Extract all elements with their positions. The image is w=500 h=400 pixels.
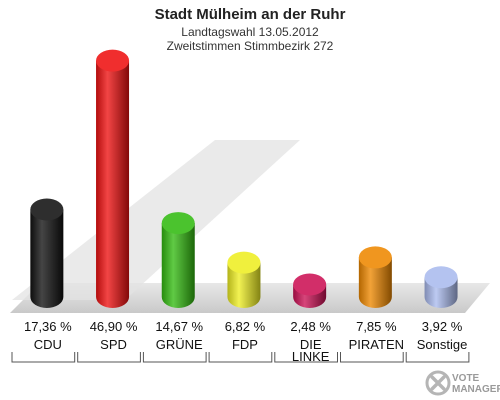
category-label: SPD (100, 337, 127, 352)
bar-piraten (358, 246, 392, 308)
category-label: Sonstige (417, 337, 468, 352)
category-bracket (274, 352, 338, 363)
bars (30, 49, 458, 309)
logo-text-vote: VOTE (452, 373, 480, 384)
bar-die-linke (293, 273, 327, 308)
bar-cdu (30, 198, 64, 308)
bar-spd (96, 49, 130, 309)
bar-fdp (227, 251, 261, 308)
vote-manager-logo: VOTE MANAGER (425, 370, 500, 396)
value-label: 46,90 % (90, 319, 138, 334)
value-label: 7,85 % (356, 319, 397, 334)
value-label: 3,92 % (422, 319, 463, 334)
value-label: 17,36 % (24, 319, 72, 334)
category-label: FDP (232, 337, 258, 352)
logo-text-manager: MANAGER (452, 384, 500, 395)
chart-title: Stadt Mülheim an der Ruhr (155, 6, 346, 23)
category-label: GRÜNE (156, 337, 203, 352)
ballot-cross-icon (425, 370, 451, 396)
category-bracket (142, 352, 207, 363)
category-axis: CDU SPD GRÜNE FDP DIE LINKE PIRATEN Sonstige (11, 337, 470, 364)
category-bracket (208, 352, 273, 363)
value-label: 6,82 % (225, 319, 266, 334)
value-label: 14,67 % (155, 319, 203, 334)
category-bracket (77, 352, 141, 363)
value-labels: 17,36 % 46,90 % 14,67 % 6,82 % 2,48 % 7,85 % 3… (24, 319, 463, 334)
bar-sonstige (424, 266, 458, 308)
category-bracket (340, 352, 404, 363)
value-label: 2,48 % (290, 319, 331, 334)
chart-back-wall-shadow (12, 140, 300, 300)
category-label: CDU (34, 337, 62, 352)
chart-subtitle-district: Zweitstimmen Stimmbezirk 272 (167, 39, 334, 53)
category-bracket (11, 352, 76, 363)
category-label: DIE LINKE (292, 337, 330, 364)
category-label: PIRATEN (349, 337, 404, 352)
bar-grüne (161, 212, 195, 308)
chart-subtitle-date: Landtagswahl 13.05.2012 (181, 25, 319, 39)
category-bracket (405, 352, 470, 363)
